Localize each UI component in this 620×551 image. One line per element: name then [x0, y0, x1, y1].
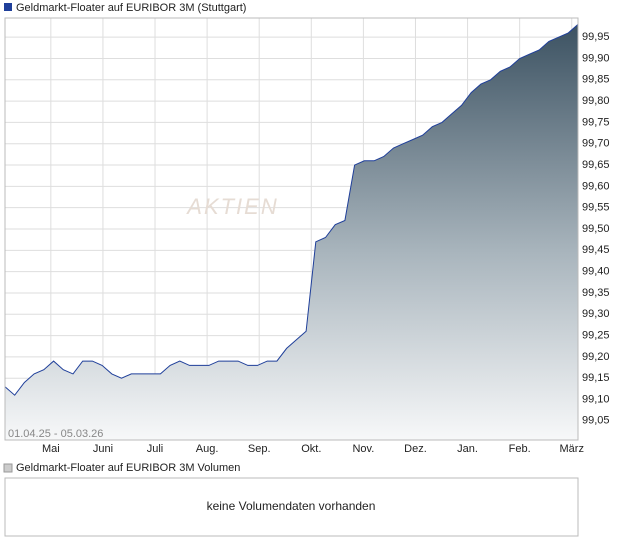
x-tick-label: Feb.	[509, 443, 531, 455]
plot-border	[4, 17, 579, 441]
y-tick-label: 99,50	[582, 223, 610, 235]
y-tick-label: 99,20	[582, 351, 610, 363]
y-tick-label: 99,35	[582, 287, 610, 299]
x-tick-label: Jan.	[457, 443, 478, 455]
y-tick-label: 99,40	[582, 266, 610, 278]
x-tick-label: Sep.	[248, 443, 271, 455]
volume-box	[4, 477, 579, 537]
y-tick-label: 99,30	[582, 308, 610, 320]
x-tick-label: März	[560, 443, 584, 455]
plot-area	[4, 18, 579, 441]
volume-message: keine Volumendaten vorhanden	[207, 499, 376, 513]
range-label: 01.04.25 - 05.03.26	[8, 428, 103, 440]
x-tick-label: Aug.	[196, 443, 219, 455]
y-tick-label: 99,80	[582, 95, 610, 107]
volume-title: Geldmarkt-Floater auf EURIBOR 3M Volumen	[16, 462, 240, 474]
x-tick-label: Mai	[42, 443, 60, 455]
y-tick-label: 99,45	[582, 244, 610, 256]
x-tick-label: Juni	[93, 443, 113, 455]
y-tick-label: 99,65	[582, 159, 610, 171]
watermark: Aktien	[185, 194, 278, 219]
area	[5, 24, 578, 441]
y-tick-label: 99,15	[582, 372, 610, 384]
line	[4, 24, 579, 396]
chart-title: Geldmarkt-Floater auf EURIBOR 3M (Stuttg…	[16, 2, 246, 14]
x-tick-label: Okt.	[301, 443, 321, 455]
y-tick-label: 99,25	[582, 329, 610, 341]
x-tick-label: Nov.	[352, 443, 374, 455]
x-tick-label: Dez.	[404, 443, 427, 455]
y-tick-label: 99,75	[582, 116, 610, 128]
y-tick-label: 99,05	[582, 415, 610, 427]
y-tick-label: 99,60	[582, 180, 610, 192]
y-tick-label: 99,70	[582, 138, 610, 150]
volume-icon	[3, 463, 13, 473]
y-tick-label: 99,85	[582, 74, 610, 86]
title-icon	[4, 3, 12, 11]
y-tick-label: 99,10	[582, 393, 610, 405]
x-tick-label: Juli	[147, 443, 164, 455]
y-tick-label: 99,55	[582, 202, 610, 214]
y-tick-label: 99,90	[582, 52, 610, 64]
y-tick-label: 99,95	[582, 31, 610, 43]
